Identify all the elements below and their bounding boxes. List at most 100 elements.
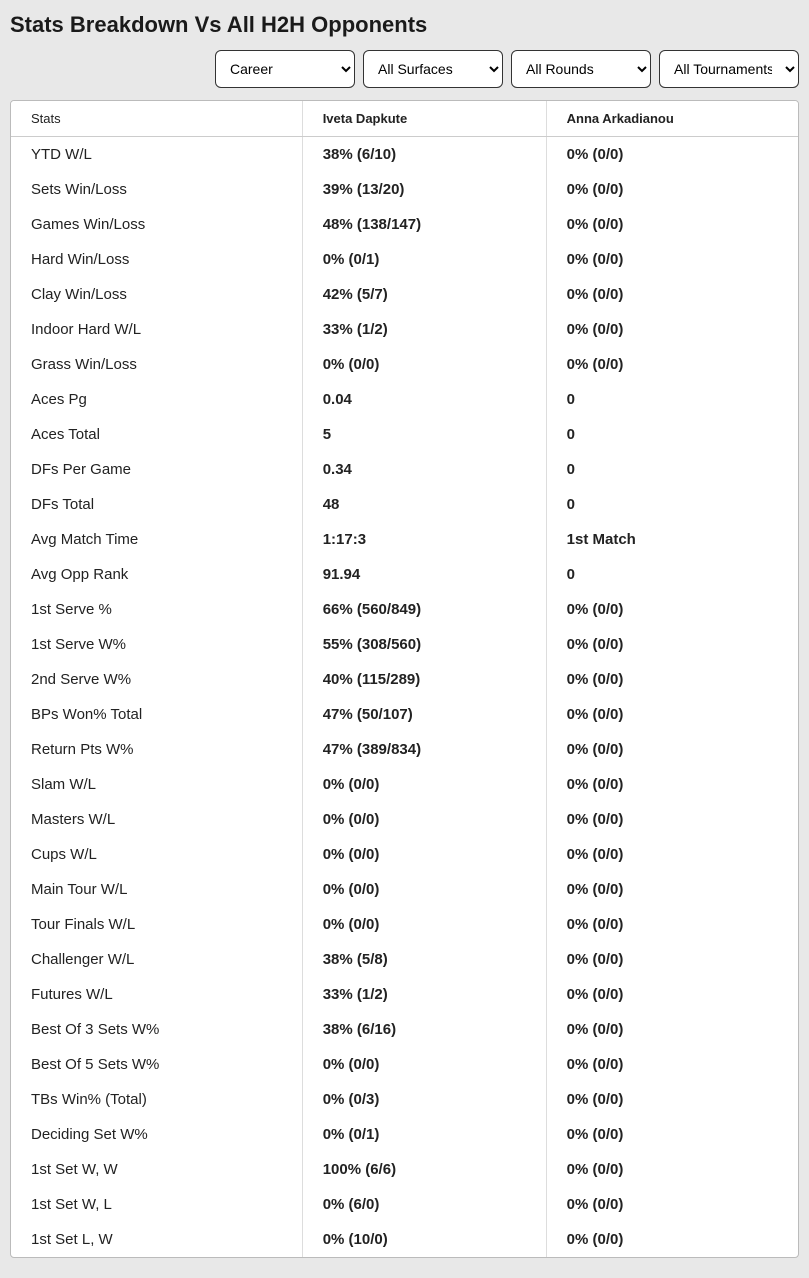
stat-label: Return Pts W% bbox=[11, 732, 302, 767]
stat-value-player2: 0% (0/0) bbox=[546, 942, 798, 977]
stat-label: Cups W/L bbox=[11, 837, 302, 872]
filter-surface-select[interactable]: All Surfaces bbox=[363, 50, 503, 88]
stat-label: YTD W/L bbox=[11, 137, 302, 173]
table-row: DFs Total480 bbox=[11, 487, 798, 522]
stat-value-player1: 47% (50/107) bbox=[302, 697, 546, 732]
table-row: Tour Finals W/L0% (0/0)0% (0/0) bbox=[11, 907, 798, 942]
stat-value-player2: 0% (0/0) bbox=[546, 1152, 798, 1187]
stat-value-player2: 0 bbox=[546, 452, 798, 487]
stat-value-player2: 0% (0/0) bbox=[546, 592, 798, 627]
stat-label: Games Win/Loss bbox=[11, 207, 302, 242]
filter-tournaments-select[interactable]: All Tournaments bbox=[659, 50, 799, 88]
table-row: Main Tour W/L0% (0/0)0% (0/0) bbox=[11, 872, 798, 907]
stat-value-player2: 0% (0/0) bbox=[546, 1187, 798, 1222]
stat-value-player2: 0% (0/0) bbox=[546, 872, 798, 907]
stat-value-player2: 0% (0/0) bbox=[546, 627, 798, 662]
stat-value-player2: 0% (0/0) bbox=[546, 697, 798, 732]
stat-value-player2: 0% (0/0) bbox=[546, 732, 798, 767]
stat-value-player2: 0% (0/0) bbox=[546, 1082, 798, 1117]
stat-label: Slam W/L bbox=[11, 767, 302, 802]
stat-label: 1st Serve W% bbox=[11, 627, 302, 662]
stat-label: Best Of 3 Sets W% bbox=[11, 1012, 302, 1047]
stat-label: 1st Serve % bbox=[11, 592, 302, 627]
stat-label: 2nd Serve W% bbox=[11, 662, 302, 697]
stat-label: Main Tour W/L bbox=[11, 872, 302, 907]
table-row: Return Pts W%47% (389/834)0% (0/0) bbox=[11, 732, 798, 767]
stat-value-player1: 0% (6/0) bbox=[302, 1187, 546, 1222]
stat-value-player1: 48% (138/147) bbox=[302, 207, 546, 242]
stat-value-player2: 0 bbox=[546, 557, 798, 592]
stat-value-player1: 1:17:3 bbox=[302, 522, 546, 557]
filter-bar: Career All Surfaces All Rounds All Tourn… bbox=[10, 50, 799, 88]
stat-label: Indoor Hard W/L bbox=[11, 312, 302, 347]
table-row: Futures W/L33% (1/2)0% (0/0) bbox=[11, 977, 798, 1012]
stat-value-player2: 0% (0/0) bbox=[546, 137, 798, 173]
stat-value-player1: 0.34 bbox=[302, 452, 546, 487]
stat-value-player1: 39% (13/20) bbox=[302, 172, 546, 207]
stats-table: Stats Iveta Dapkute Anna Arkadianou YTD … bbox=[11, 101, 798, 1257]
stat-value-player2: 0% (0/0) bbox=[546, 172, 798, 207]
table-row: 1st Set L, W0% (10/0)0% (0/0) bbox=[11, 1222, 798, 1257]
stat-value-player1: 38% (5/8) bbox=[302, 942, 546, 977]
stat-value-player1: 0% (0/0) bbox=[302, 802, 546, 837]
stat-value-player1: 33% (1/2) bbox=[302, 312, 546, 347]
stat-label: Clay Win/Loss bbox=[11, 277, 302, 312]
stat-label: 1st Set W, W bbox=[11, 1152, 302, 1187]
table-row: Cups W/L0% (0/0)0% (0/0) bbox=[11, 837, 798, 872]
table-row: Avg Match Time1:17:31st Match bbox=[11, 522, 798, 557]
stat-value-player2: 0% (0/0) bbox=[546, 837, 798, 872]
table-row: BPs Won% Total47% (50/107)0% (0/0) bbox=[11, 697, 798, 732]
table-row: YTD W/L38% (6/10)0% (0/0) bbox=[11, 137, 798, 173]
table-row: Sets Win/Loss39% (13/20)0% (0/0) bbox=[11, 172, 798, 207]
stat-value-player1: 5 bbox=[302, 417, 546, 452]
stat-value-player1: 0% (0/0) bbox=[302, 907, 546, 942]
table-row: Best Of 3 Sets W%38% (6/16)0% (0/0) bbox=[11, 1012, 798, 1047]
table-row: 1st Set W, L0% (6/0)0% (0/0) bbox=[11, 1187, 798, 1222]
stat-value-player1: 0% (0/1) bbox=[302, 1117, 546, 1152]
stat-label: Aces Pg bbox=[11, 382, 302, 417]
stat-label: Tour Finals W/L bbox=[11, 907, 302, 942]
stats-table-container: Stats Iveta Dapkute Anna Arkadianou YTD … bbox=[10, 100, 799, 1258]
stat-label: Avg Opp Rank bbox=[11, 557, 302, 592]
stat-value-player1: 0% (0/0) bbox=[302, 837, 546, 872]
stat-value-player2: 0% (0/0) bbox=[546, 767, 798, 802]
stat-value-player1: 40% (115/289) bbox=[302, 662, 546, 697]
table-row: Aces Pg0.040 bbox=[11, 382, 798, 417]
stat-value-player1: 48 bbox=[302, 487, 546, 522]
stat-value-player2: 0% (0/0) bbox=[546, 977, 798, 1012]
stat-label: Avg Match Time bbox=[11, 522, 302, 557]
stat-value-player2: 0% (0/0) bbox=[546, 662, 798, 697]
stat-value-player1: 66% (560/849) bbox=[302, 592, 546, 627]
col-header-player1: Iveta Dapkute bbox=[302, 101, 546, 137]
table-row: Aces Total50 bbox=[11, 417, 798, 452]
table-row: Hard Win/Loss0% (0/1)0% (0/0) bbox=[11, 242, 798, 277]
filter-rounds-select[interactable]: All Rounds bbox=[511, 50, 651, 88]
stat-value-player1: 0.04 bbox=[302, 382, 546, 417]
stat-label: Deciding Set W% bbox=[11, 1117, 302, 1152]
stat-label: BPs Won% Total bbox=[11, 697, 302, 732]
stat-value-player2: 0% (0/0) bbox=[546, 1047, 798, 1082]
stat-label: Best Of 5 Sets W% bbox=[11, 1047, 302, 1082]
stat-value-player1: 38% (6/16) bbox=[302, 1012, 546, 1047]
stat-value-player1: 91.94 bbox=[302, 557, 546, 592]
table-row: Grass Win/Loss0% (0/0)0% (0/0) bbox=[11, 347, 798, 382]
table-row: Deciding Set W%0% (0/1)0% (0/0) bbox=[11, 1117, 798, 1152]
filter-career-select[interactable]: Career bbox=[215, 50, 355, 88]
stat-label: Grass Win/Loss bbox=[11, 347, 302, 382]
table-row: Slam W/L0% (0/0)0% (0/0) bbox=[11, 767, 798, 802]
stat-value-player2: 0% (0/0) bbox=[546, 907, 798, 942]
stat-value-player1: 0% (0/0) bbox=[302, 347, 546, 382]
stat-value-player1: 0% (10/0) bbox=[302, 1222, 546, 1257]
stat-value-player2: 0% (0/0) bbox=[546, 347, 798, 382]
table-row: Avg Opp Rank91.940 bbox=[11, 557, 798, 592]
table-row: TBs Win% (Total)0% (0/3)0% (0/0) bbox=[11, 1082, 798, 1117]
stat-value-player2: 0% (0/0) bbox=[546, 207, 798, 242]
stat-label: Sets Win/Loss bbox=[11, 172, 302, 207]
stat-label: TBs Win% (Total) bbox=[11, 1082, 302, 1117]
stat-value-player2: 0% (0/0) bbox=[546, 1222, 798, 1257]
stat-label: DFs Total bbox=[11, 487, 302, 522]
stat-value-player2: 1st Match bbox=[546, 522, 798, 557]
table-row: 2nd Serve W%40% (115/289)0% (0/0) bbox=[11, 662, 798, 697]
stat-value-player1: 47% (389/834) bbox=[302, 732, 546, 767]
stat-value-player1: 0% (0/0) bbox=[302, 767, 546, 802]
